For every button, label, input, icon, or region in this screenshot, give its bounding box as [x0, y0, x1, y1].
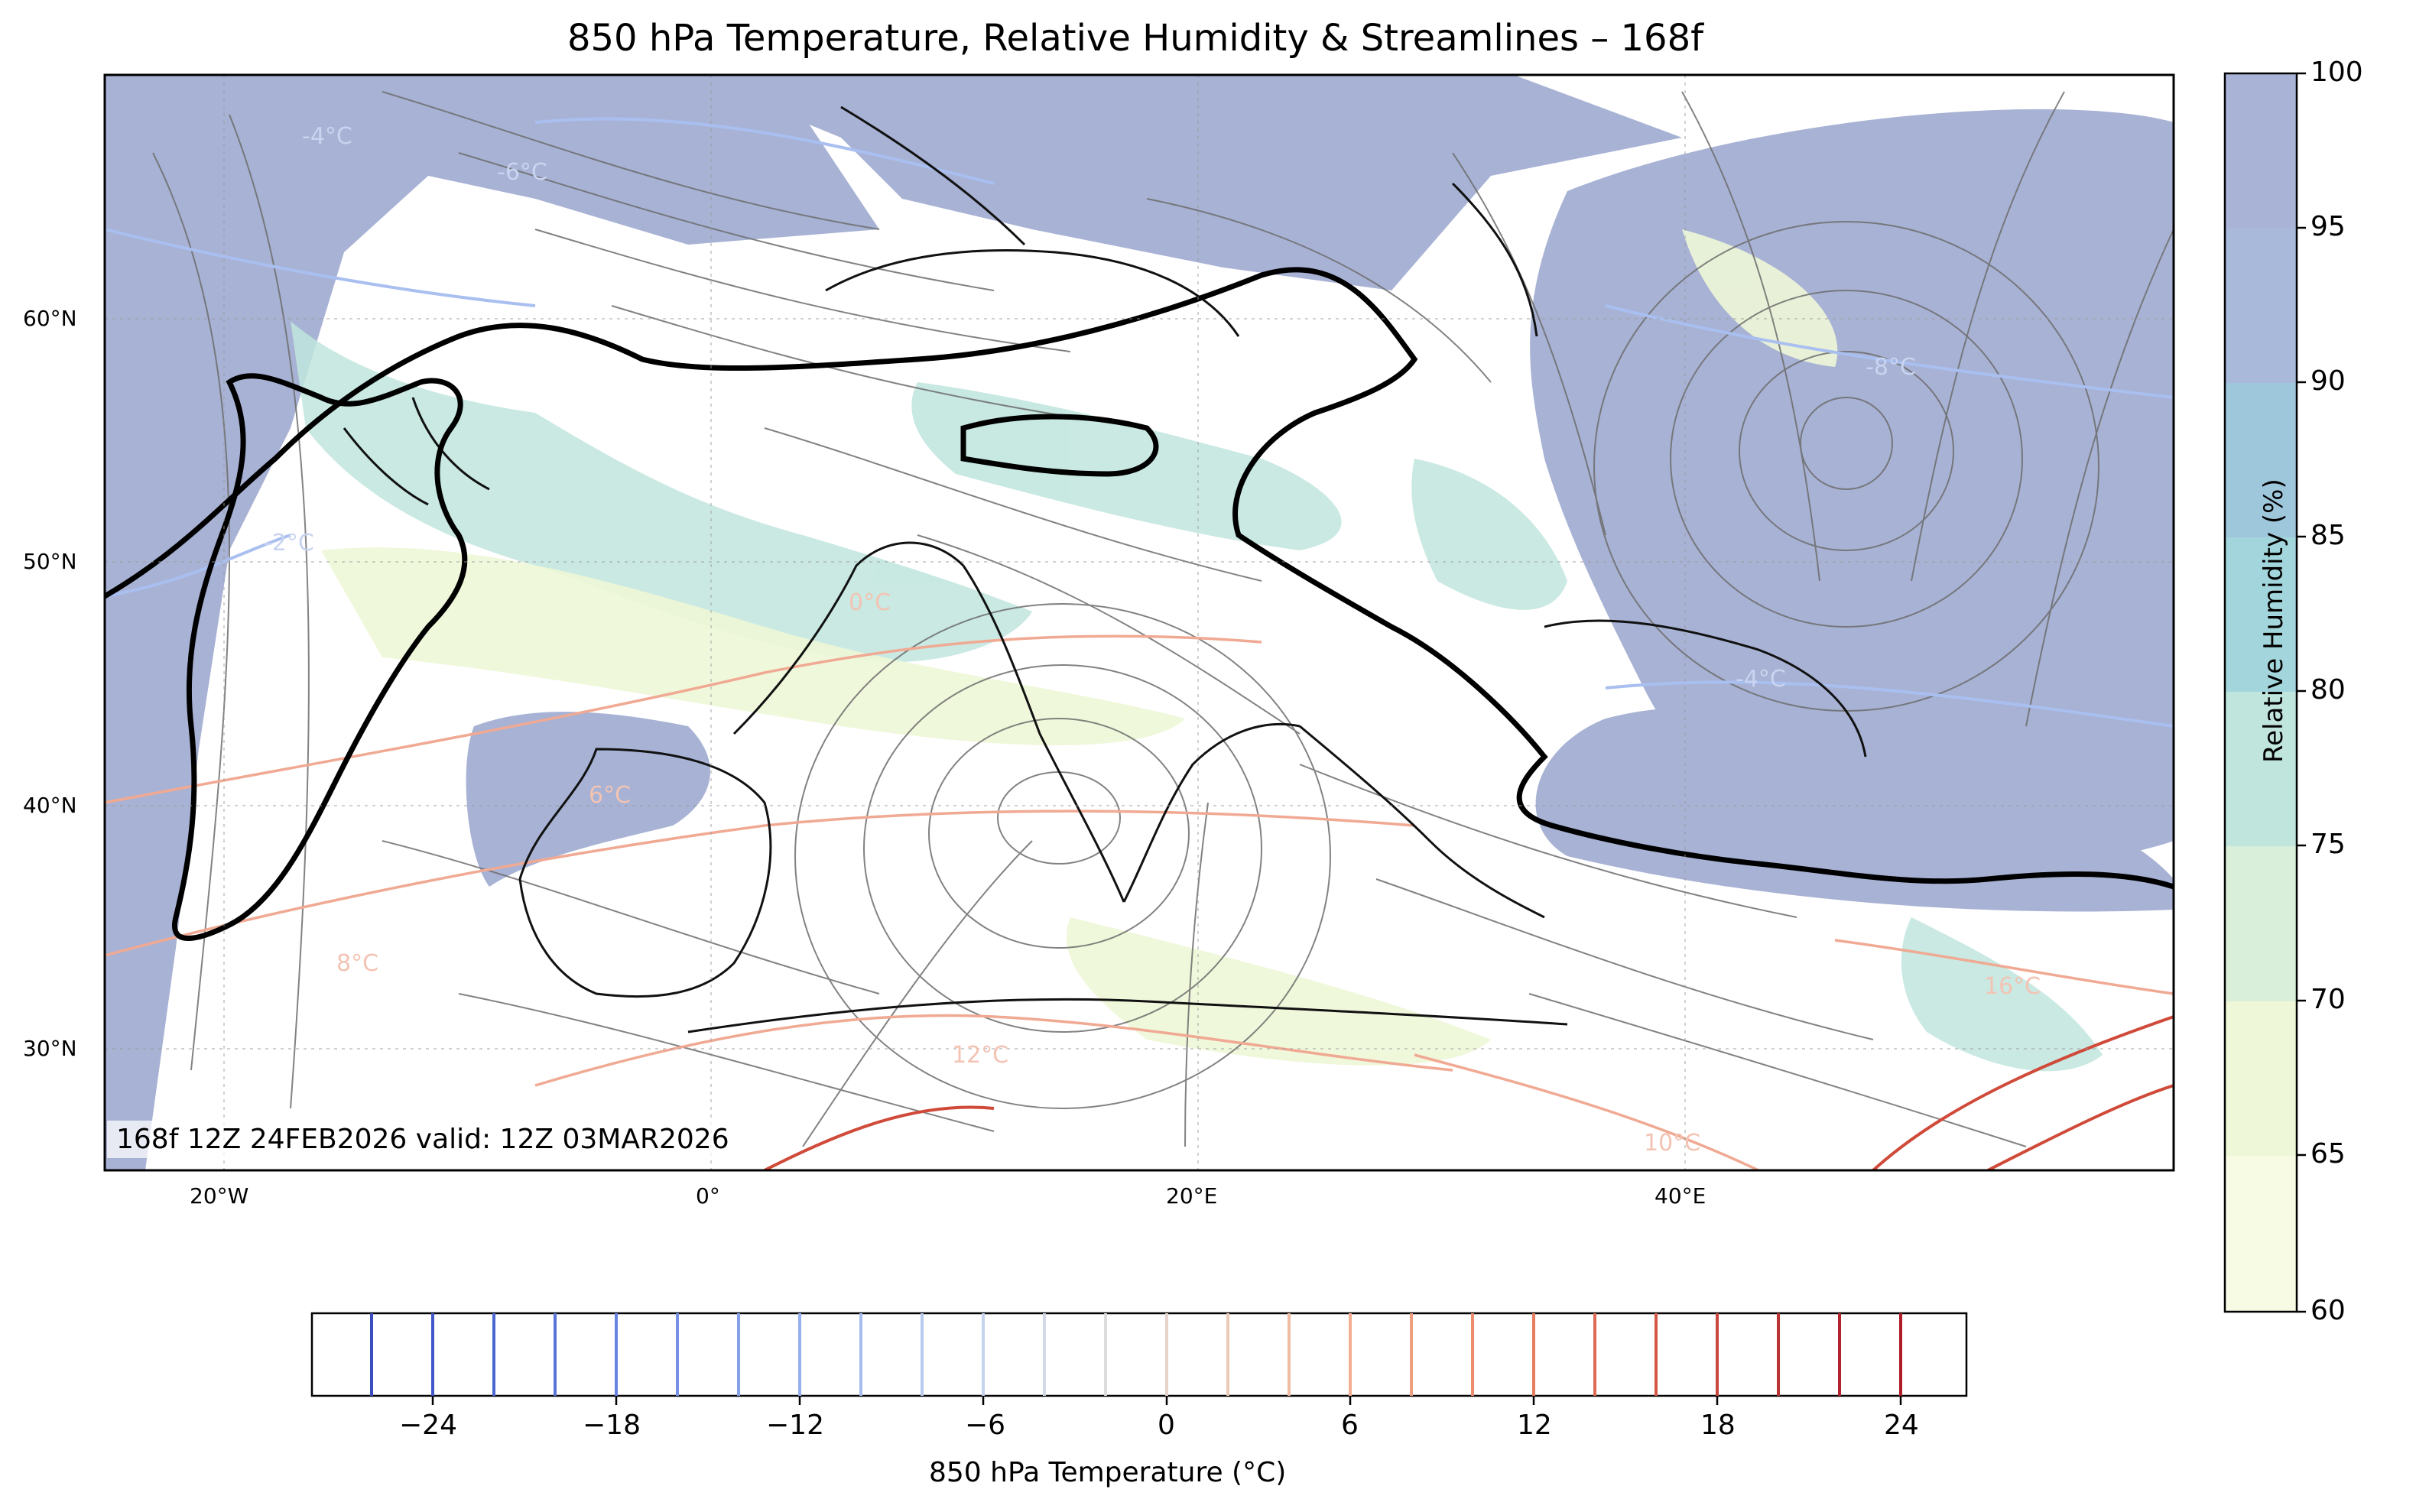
lat-label: 60°N — [23, 306, 77, 331]
zero-isotherm — [105, 267, 2174, 941]
lon-label: 20°E — [1166, 1183, 1218, 1209]
lon-label: 20°W — [190, 1183, 249, 1209]
temp-tick: −24 — [399, 1410, 457, 1441]
graticule — [105, 75, 2174, 1170]
rh-tick: 100 — [2310, 57, 2363, 88]
contour-label: -6°C — [497, 159, 547, 186]
warm-contours — [105, 634, 2174, 1170]
contour-label: 16°C — [1984, 973, 2041, 1000]
contour-labels: -4°C -6°C -8°C -2°C -4°C 0°C 6°C 8°C 10°… — [264, 123, 2041, 1157]
figure-title: 850 hPa Temperature, Relative Humidity &… — [567, 17, 1704, 60]
temp-tick: 0 — [1158, 1410, 1175, 1441]
contour-label: 8°C — [336, 950, 378, 977]
rh-tick: 95 — [2310, 211, 2346, 242]
temp-tick: 6 — [1341, 1410, 1359, 1441]
lat-label: 40°N — [23, 793, 77, 818]
rh-tick: 65 — [2310, 1138, 2346, 1170]
contour-label: -8°C — [1866, 354, 1916, 381]
rh-colorbar-label: Relative Humidity (%) — [2259, 479, 2290, 763]
temp-colorbar — [310, 1312, 1968, 1405]
contour-label: -2°C — [264, 530, 314, 556]
lat-label: 50°N — [23, 549, 77, 574]
rh-tick: 90 — [2310, 365, 2346, 397]
temp-tick: 12 — [1517, 1410, 1552, 1441]
temp-tick: 18 — [1700, 1410, 1736, 1441]
contour-label: 12°C — [952, 1042, 1008, 1069]
lat-label: 30°N — [23, 1036, 77, 1061]
streamlines — [152, 91, 2174, 1147]
temp-tick: −6 — [965, 1410, 1006, 1441]
contour-label: 6°C — [589, 782, 631, 809]
temp-tick: −12 — [766, 1410, 824, 1441]
lon-label: 0° — [696, 1183, 720, 1209]
rh-tick: 75 — [2310, 829, 2346, 860]
rh-shading-low — [321, 229, 1838, 1066]
rh-tick: 80 — [2310, 674, 2346, 706]
temp-tick: −18 — [583, 1410, 641, 1441]
rh-colorbar — [2223, 72, 2306, 1313]
map-area — [105, 75, 2174, 1170]
rh-tick: 70 — [2310, 984, 2346, 1015]
rh-tick: 60 — [2310, 1295, 2346, 1326]
map-frame — [103, 73, 2175, 1172]
rh-tick: 85 — [2310, 520, 2346, 551]
temp-colorbar-label: 850 hPa Temperature (°C) — [929, 1457, 1287, 1488]
contour-label: 10°C — [1644, 1130, 1700, 1157]
temp-tick: 24 — [1884, 1410, 1919, 1441]
contour-label: 0°C — [849, 589, 891, 616]
hot-contours — [764, 1015, 2174, 1170]
valid-time-label: 168f 12Z 24FEB2026 valid: 12Z 03MAR2026 — [107, 1121, 739, 1158]
contour-label: -4°C — [302, 123, 352, 150]
contour-label: -4°C — [1736, 666, 1786, 693]
lon-label: 40°E — [1655, 1183, 1706, 1209]
